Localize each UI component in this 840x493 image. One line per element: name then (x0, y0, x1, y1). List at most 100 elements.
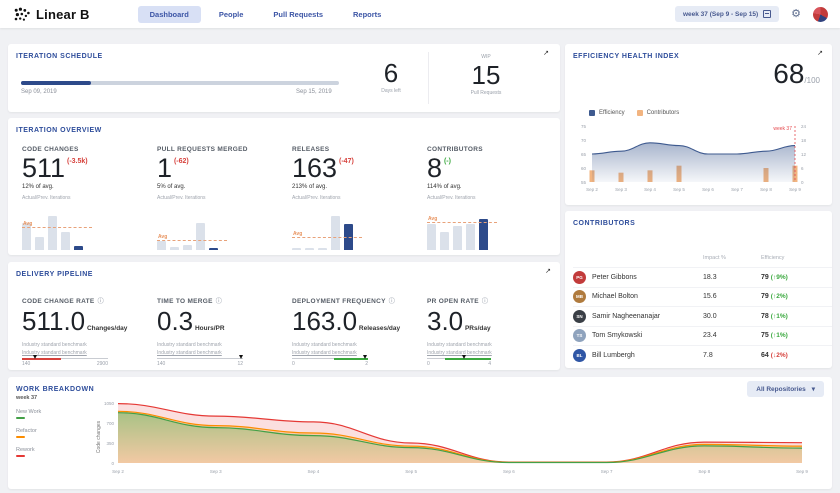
metric-label: RELEASES (292, 146, 330, 153)
gauge-marker (362, 355, 367, 359)
x-axis-tick: Sep 2 (586, 187, 598, 192)
contributor-name: Bill Lumbergh (592, 351, 635, 359)
contributor-name: Samir Nagheenanajar (592, 312, 661, 320)
tab-dashboard[interactable]: Dashboard (137, 5, 201, 23)
pipeline-metric: PR OPEN RATE ⓘ 3.0 PRs/day Industry standar… (419, 296, 554, 367)
x-axis-tick: Sep 7 (731, 187, 743, 192)
x-axis-tick: Sep 4 (644, 187, 656, 192)
main-nav: Dashboard People Pull Requests Reports (137, 5, 394, 23)
tab-pull-requests[interactable]: Pull Requests (273, 9, 324, 19)
mini-bars (292, 206, 366, 250)
mini-bar (427, 224, 436, 250)
contributor-row[interactable]: MB Michael Bolton 15.6 79 (↑2%) (573, 286, 832, 307)
contributor-row[interactable]: SN Samir Nagheenanajar 30.0 78 (↑1%) (573, 306, 832, 326)
avg-label: Avg (428, 216, 438, 223)
gauge-max: 4 (488, 361, 491, 367)
benchmark-label-underlined: Industry standard benchmark (22, 350, 87, 356)
expand-icon[interactable]: ↗ (545, 268, 551, 275)
user-avatar[interactable] (813, 6, 828, 22)
contributor-efficiency: 78 (↑1%) (761, 312, 788, 320)
x-axis-tick: Sep 9 (796, 469, 808, 474)
info-icon[interactable]: ⓘ (388, 299, 396, 305)
mini-bar (183, 244, 192, 250)
contributors-swatch (636, 110, 643, 116)
metric-value-row: 1 (-62) (157, 155, 284, 182)
y-axis-tick: 0 (111, 461, 114, 466)
expand-icon[interactable]: ↗ (817, 50, 823, 57)
contributor-row[interactable]: TS Tom Smykowski 23.4 75 (↑1%) (573, 325, 832, 346)
efficiency-health-index-card: EFFICIENCY HEALTH INDEX ↗ 68/100 Efficie… (565, 44, 832, 205)
metric-value: 163 (292, 153, 338, 183)
avg-line: Avg (292, 231, 362, 238)
pipeline-metric: DEPLOYMENT FREQUENCY ⓘ 163.0 Releases/day I… (284, 296, 419, 367)
legend-item-contributors: Contributors (636, 110, 680, 116)
wip-label: WIP (481, 54, 491, 60)
contributor-row[interactable]: BL Bill Lumbergh 7.8 64 (↓2%) (573, 345, 832, 365)
efficiency-line (591, 142, 796, 155)
gauge-marker (462, 355, 467, 359)
card-title: CONTRIBUTORS (573, 220, 636, 227)
week-selector-label: week 37 (Sep 9 - Sep 15) (682, 10, 759, 18)
all-repositories-dropdown[interactable]: All Repositories ▾ (747, 381, 824, 397)
refactor-line (117, 410, 803, 463)
mini-bar (170, 246, 179, 250)
gear-icon[interactable]: ⚙ (791, 7, 801, 20)
benchmark-label-underlined: Industry standard benchmark (427, 350, 492, 356)
benchmark-gauge: Industry standard benchmark 140 2900 (22, 350, 108, 367)
pipeline-metrics: CODE CHANGE RATE ⓘ 511.0 Changes/day Indust… (14, 296, 554, 367)
metric-value: 511 (22, 153, 66, 183)
gauge-max: 2900 (96, 361, 108, 367)
info-icon[interactable]: ⓘ (481, 299, 489, 305)
tab-reports[interactable]: Reports (353, 9, 382, 19)
avg-line: Avg (157, 234, 227, 242)
info-icon[interactable]: ⓘ (215, 299, 223, 305)
all-repositories-label: All Repositories (756, 385, 806, 393)
mini-bar (157, 241, 166, 250)
contributor-avatar: MB (573, 290, 586, 304)
contributor-impact: 7.8 (703, 351, 713, 359)
avg-label: Avg (158, 234, 168, 241)
iteration-end-date: Sep 15, 2019 (296, 89, 332, 95)
topbar-right: week 37 (Sep 9 - Sep 15) ⚙ (674, 6, 828, 22)
contributors-rows: PG Peter Gibbons 18.3 79 (↑9%) MB Michael Bolt… (573, 267, 832, 365)
mini-bars (157, 206, 231, 250)
metric-label: CONTRIBUTORS (427, 146, 483, 153)
x-axis-tick: Sep 8 (760, 187, 772, 192)
contributors-card: CONTRIBUTORS Impact % Efficiency PG Peter… (565, 211, 832, 368)
left-axis-tick: 70 (581, 138, 587, 143)
tab-people[interactable]: People (218, 9, 244, 19)
mini-bar (453, 225, 462, 250)
expand-icon[interactable]: ↗ (543, 50, 549, 57)
right-axis-tick: 0 (801, 180, 804, 185)
overview-metric: CONTRIBUTORS 8 (-) 114% of avg. Actual/Prev… (419, 146, 554, 250)
efficiency-swatch (589, 110, 595, 116)
efficiency-column-header: Efficiency (761, 255, 785, 261)
left-axis-tick: 60 (581, 166, 587, 171)
info-icon[interactable]: ⓘ (97, 299, 104, 305)
contributor-avatar: TS (573, 329, 586, 343)
legend-item-new-work: New Work (16, 409, 41, 419)
metric-label: TIME TO MERGE ⓘ (157, 298, 223, 305)
gauge-min: 140 (22, 361, 31, 367)
contributor-row[interactable]: PG Peter Gibbons 18.3 79 (↑9%) (573, 267, 832, 287)
ehi-score-value: 68 (773, 58, 805, 89)
metric-value-row: 0.3 Hours/PR (157, 308, 284, 334)
benchmark-label-underlined: Industry standard benchmark (157, 350, 222, 356)
contributor-efficiency: 79 (↑2%) (761, 293, 788, 301)
contributor-name: Peter Gibbons (592, 273, 637, 281)
mini-bar (209, 248, 218, 250)
pipeline-metric: TIME TO MERGE ⓘ 0.3 Hours/PR Industry stand… (149, 296, 284, 367)
work-breakdown-legend: New Work Refactor Rework (16, 409, 41, 466)
mini-bar (196, 222, 205, 250)
x-axis-tick: Sep 6 (503, 469, 515, 474)
legend-label: Contributors (646, 110, 680, 116)
benchmark-label-underlined: Industry standard benchmark (292, 350, 357, 356)
metric-label: DEPLOYMENT FREQUENCY ⓘ (292, 298, 396, 305)
legend-label: Rework (16, 447, 35, 453)
mini-bars (427, 206, 501, 250)
metric-avg: 213% of avg. (292, 184, 328, 190)
week-selector-button[interactable]: week 37 (Sep 9 - Sep 15) (674, 6, 780, 22)
calendar-icon (763, 10, 772, 18)
mini-bar (318, 247, 327, 250)
x-axis-tick: Sep 5 (673, 187, 685, 192)
